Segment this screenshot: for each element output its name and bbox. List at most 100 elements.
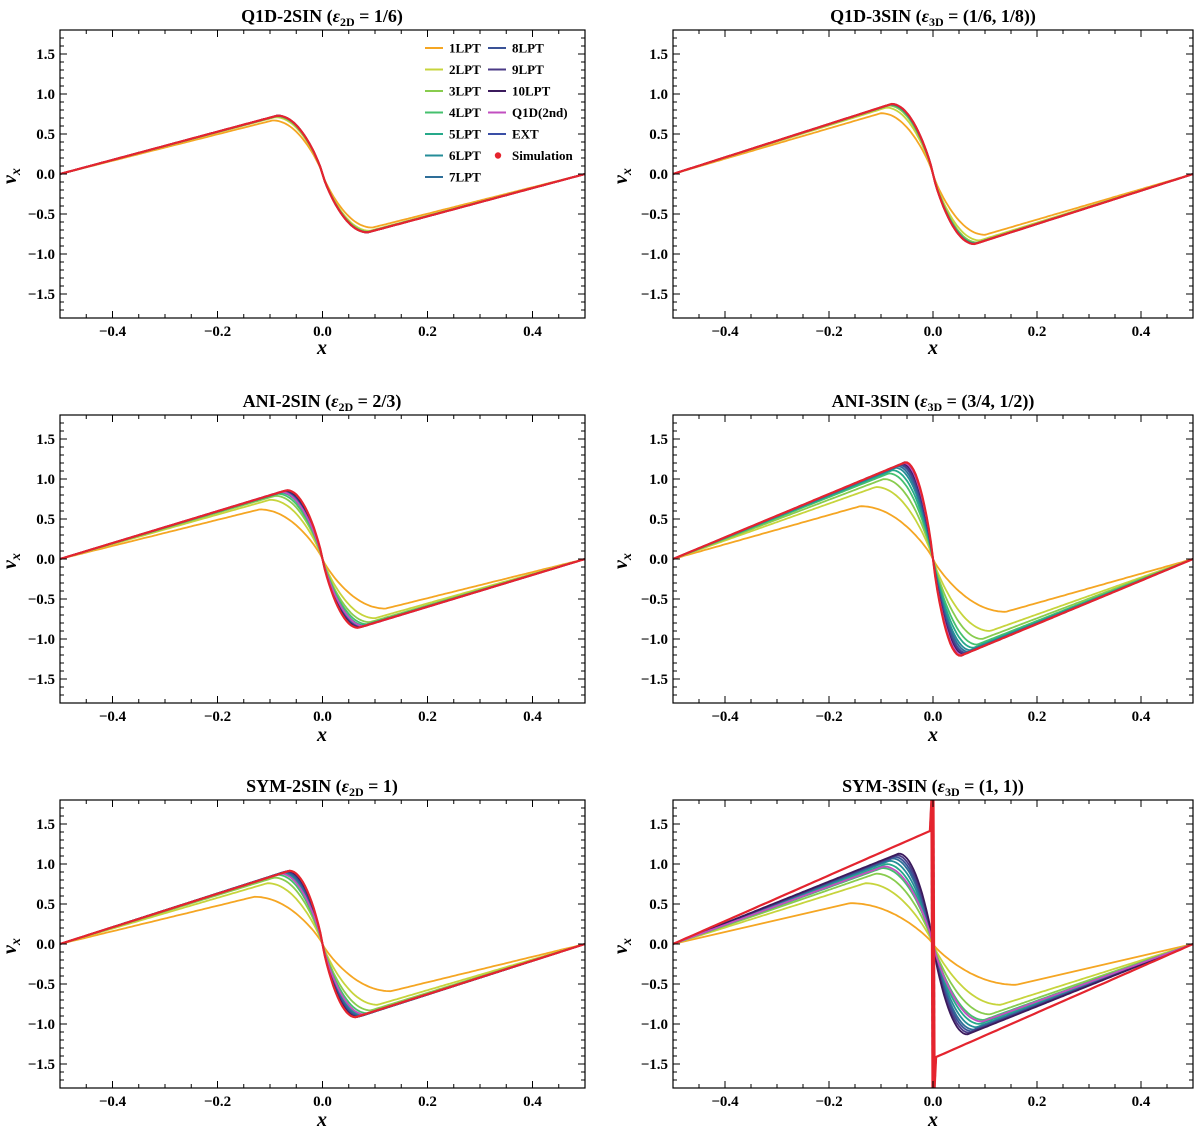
- x-tick-label: 0.4: [523, 709, 542, 725]
- y-tick-label: −1.5: [28, 287, 55, 303]
- y-tick-label: −0.5: [641, 977, 668, 993]
- x-tick-label: 0.0: [313, 324, 332, 340]
- y-axis-label: vx: [610, 553, 635, 569]
- legend-item: 4LPT: [425, 105, 481, 120]
- y-tick-label: −1.0: [28, 247, 55, 263]
- y-tick-label: 1.0: [649, 87, 668, 103]
- x-axis-label: x: [927, 1109, 938, 1130]
- x-tick-label: 0.4: [1132, 709, 1151, 725]
- y-tick-label: 1.5: [649, 432, 668, 448]
- y-tick-label: 0.5: [649, 127, 668, 143]
- y-tick-label: 1.5: [649, 817, 668, 833]
- x-tick-label: 0.0: [924, 1094, 943, 1110]
- x-tick-label: 0.2: [418, 709, 437, 725]
- panel-title: SYM-3SIN (ε3D = (1, 1)): [842, 776, 1024, 799]
- y-tick-label: −1.5: [641, 672, 668, 688]
- y-tick-label: −0.5: [28, 592, 55, 608]
- x-tick-label: −0.2: [204, 324, 231, 340]
- y-tick-label: −1.0: [28, 1017, 55, 1033]
- y-tick-label: −0.5: [641, 207, 668, 223]
- panel-title: ANI-3SIN (ε3D = (3/4, 1/2)): [832, 391, 1035, 414]
- legend-item: 10LPT: [488, 84, 551, 99]
- legend-item: 8LPT: [488, 41, 544, 56]
- y-tick-label: 1.5: [36, 47, 55, 63]
- y-tick-label: 1.0: [36, 87, 55, 103]
- y-axis-label: vx: [0, 168, 24, 184]
- legend-label: 5LPT: [449, 127, 481, 142]
- legend-item: 2LPT: [425, 62, 481, 77]
- legend-item: Q1D(2nd): [488, 105, 568, 120]
- legend-label: 4LPT: [449, 105, 481, 120]
- x-tick-label: 0.2: [418, 1094, 437, 1110]
- legend: 1LPT 2LPT 3LPT 4LPT 5LPT 6LPT 7LPT 8LPT 9LPT 10LP…: [425, 41, 573, 185]
- x-tick-label: −0.4: [711, 1094, 739, 1110]
- x-tick-label: −0.2: [815, 1094, 842, 1110]
- x-tick-label: 0.4: [1132, 1094, 1151, 1110]
- legend-label: 2LPT: [449, 62, 481, 77]
- y-tick-label: 0.5: [649, 512, 668, 528]
- x-axis-label: x: [316, 1109, 327, 1130]
- y-tick-label: 1.0: [649, 857, 668, 873]
- x-axis-label: x: [316, 337, 327, 359]
- panel-title: Q1D-3SIN (ε3D = (1/6, 1/8)): [830, 6, 1036, 29]
- y-axis-label: vx: [0, 938, 24, 954]
- x-tick-label: −0.4: [711, 324, 739, 340]
- panel-q1d-2sin: Q1D-2SIN (ε2D = 1/6) −0.4 −0.2 0.0 0.2 0.4 1.…: [0, 6, 586, 359]
- legend-item: 1LPT: [425, 41, 481, 56]
- y-tick-label: −1.0: [641, 632, 668, 648]
- y-tick-label: −1.0: [641, 1017, 668, 1033]
- legend-label: EXT: [512, 127, 539, 142]
- x-axis-label: x: [927, 724, 938, 746]
- y-tick-label: 0.0: [649, 167, 668, 183]
- legend-item: 6LPT: [425, 148, 481, 163]
- y-axis-label: vx: [610, 168, 635, 184]
- y-tick-label: 0.0: [36, 552, 55, 568]
- panel-sym-3sin: SYM-3SIN (ε3D = (1, 1)) −0.4 −0.2 0.0 0.2 0.…: [610, 776, 1194, 1130]
- legend-label: 3LPT: [449, 84, 481, 99]
- x-tick-label: −0.4: [99, 709, 127, 725]
- y-tick-label: 1.5: [36, 432, 55, 448]
- x-tick-label: 0.0: [313, 1094, 332, 1110]
- legend-label: 10LPT: [512, 84, 551, 99]
- y-tick-label: 0.0: [649, 937, 668, 953]
- y-axis-label: vx: [0, 553, 24, 569]
- legend-label: 1LPT: [449, 41, 481, 56]
- y-tick-label: −1.0: [28, 632, 55, 648]
- y-tick-label: −0.5: [641, 592, 668, 608]
- x-tick-label: 0.2: [1028, 324, 1047, 340]
- panel-title: Q1D-2SIN (ε2D = 1/6): [241, 6, 403, 29]
- y-tick-label: 1.5: [649, 47, 668, 63]
- x-tick-label: −0.2: [815, 324, 842, 340]
- x-axis-label: x: [927, 337, 938, 359]
- y-tick-label: −1.5: [28, 672, 55, 688]
- x-tick-label: 0.4: [523, 1094, 542, 1110]
- series-line-simulation: [60, 869, 585, 1019]
- x-tick-label: −0.4: [99, 1094, 127, 1110]
- x-tick-label: −0.4: [99, 324, 127, 340]
- panel-title: SYM-2SIN (ε2D = 1): [246, 776, 398, 799]
- y-tick-label: 1.0: [36, 857, 55, 873]
- y-tick-label: 1.0: [649, 472, 668, 488]
- y-tick-label: 0.5: [36, 897, 55, 913]
- x-tick-label: 0.2: [1028, 709, 1047, 725]
- y-tick-label: −0.5: [28, 977, 55, 993]
- legend-item: 5LPT: [425, 127, 481, 142]
- y-tick-label: 0.5: [649, 897, 668, 913]
- y-axis-label: vx: [610, 938, 635, 954]
- y-tick-label: 1.5: [36, 817, 55, 833]
- y-tick-label: 0.5: [36, 512, 55, 528]
- legend-marker-dot: [494, 152, 502, 159]
- x-tick-label: −0.2: [204, 1094, 231, 1110]
- legend-item: Simulation: [494, 148, 573, 163]
- legend-label: Q1D(2nd): [512, 105, 568, 120]
- x-tick-label: 0.0: [313, 709, 332, 725]
- legend-label: 9LPT: [512, 62, 544, 77]
- x-tick-label: −0.4: [711, 709, 739, 725]
- panel-q1d-3sin: Q1D-3SIN (ε3D = (1/6, 1/8)) −0.4 −0.2 0.0 0…: [610, 6, 1194, 359]
- y-tick-label: 0.5: [36, 127, 55, 143]
- series-line-simulation: [673, 102, 1193, 246]
- x-tick-label: −0.2: [204, 709, 231, 725]
- series-line-simulation: [60, 489, 585, 629]
- x-axis-label: x: [316, 724, 327, 746]
